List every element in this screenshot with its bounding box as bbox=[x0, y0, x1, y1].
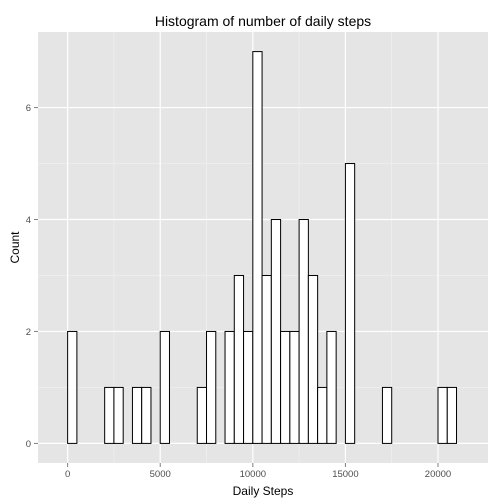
histogram-bar bbox=[381, 386, 393, 444]
histogram-bar bbox=[289, 330, 300, 444]
histogram-bar bbox=[252, 51, 263, 444]
histogram-bar bbox=[280, 330, 291, 444]
histogram-bar bbox=[270, 219, 282, 444]
chart-title: Histogram of number of daily steps bbox=[155, 13, 371, 29]
histogram-bar bbox=[104, 386, 115, 444]
x-axis-ticks: 0 5000 10000 15000 20000 bbox=[65, 463, 451, 480]
x-tick-label: 10000 bbox=[240, 469, 266, 480]
histogram-bar bbox=[159, 330, 170, 444]
x-axis-title: Daily Steps bbox=[233, 484, 294, 498]
histogram-bar bbox=[344, 163, 356, 444]
histogram-bar bbox=[131, 386, 143, 444]
y-axis-ticks: 0 2 4 6 bbox=[26, 103, 38, 450]
histogram-bar bbox=[113, 386, 124, 444]
x-tick-label: 5000 bbox=[150, 469, 171, 480]
histogram-bar bbox=[298, 219, 309, 444]
histogram-bar bbox=[317, 386, 328, 444]
histogram-bar bbox=[206, 330, 217, 444]
histogram-bar bbox=[326, 330, 337, 444]
histogram-bar bbox=[196, 386, 208, 444]
y-tick-label: 2 bbox=[26, 327, 31, 338]
histogram-bar bbox=[307, 274, 319, 444]
histogram-bar bbox=[233, 274, 245, 444]
y-tick-label: 0 bbox=[26, 439, 31, 450]
histogram-bar bbox=[67, 330, 78, 444]
x-tick-label: 15000 bbox=[332, 469, 358, 480]
y-tick-label: 6 bbox=[26, 103, 31, 114]
y-tick-label: 4 bbox=[26, 215, 31, 226]
histogram-bar bbox=[141, 386, 152, 444]
histogram-bars bbox=[67, 51, 458, 444]
y-axis-title: Count bbox=[8, 231, 22, 264]
histogram-bar bbox=[243, 330, 254, 444]
histogram-bar bbox=[224, 330, 235, 444]
histogram-bar bbox=[446, 386, 458, 444]
x-tick-label: 0 bbox=[65, 469, 70, 480]
x-tick-label: 20000 bbox=[425, 469, 451, 480]
histogram-bar bbox=[261, 274, 272, 444]
histogram-bar bbox=[437, 386, 448, 444]
